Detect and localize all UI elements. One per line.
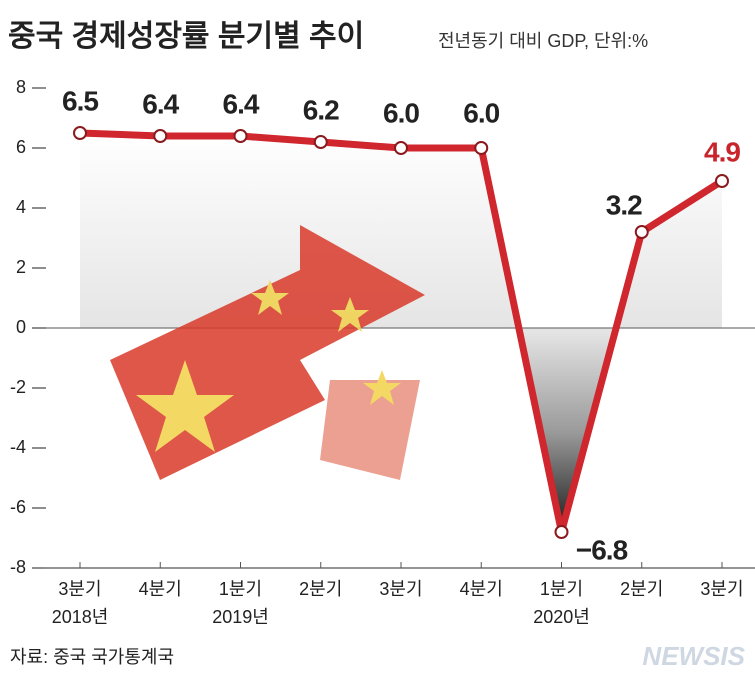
y-tick-label: 2: [16, 257, 26, 277]
source: 자료: 중국 국가통계국: [10, 647, 174, 667]
x-tick-label: 4분기: [460, 579, 503, 599]
flag-arrow: [110, 225, 425, 480]
x-tick-label: 3분기: [700, 579, 743, 599]
flag-blur: [320, 380, 420, 480]
watermark: NEWSIS: [642, 641, 745, 671]
y-tick-label: -4: [10, 437, 26, 457]
point: [313, 135, 328, 149]
flag-star: [136, 360, 234, 452]
point: [634, 225, 649, 239]
chart-subtitle: 전년동기 대비 GDP, 단위:%: [438, 31, 648, 51]
x-tick-label: 3분기: [58, 579, 101, 599]
y-tick-label: -2: [10, 377, 26, 397]
flag-star: [363, 370, 401, 405]
flag-star: [331, 297, 369, 332]
y-tick-label: 0: [16, 317, 26, 337]
y-tick-label: 6: [16, 137, 26, 157]
value-label: 6.5: [62, 85, 98, 116]
x-tick-label: 4분기: [139, 579, 182, 599]
flag-star: [251, 280, 289, 315]
point: [233, 129, 248, 143]
x-tick-label: 2분기: [620, 579, 663, 599]
x-tick-label: 3분기: [379, 579, 422, 599]
y-tick-label: 8: [16, 77, 26, 97]
point: [474, 141, 489, 155]
value-label: 3.2: [606, 189, 642, 220]
value-label: −6.8: [576, 534, 628, 565]
y-tick-label: -6: [10, 497, 26, 517]
x-tick-label: 2분기: [299, 579, 342, 599]
point: [715, 174, 729, 188]
chart-title: 중국 경제성장률 분기별 추이: [8, 20, 364, 53]
value-label: 6.0: [463, 97, 499, 128]
point: [394, 141, 408, 155]
point: [153, 129, 168, 143]
y-tick-label: -8: [10, 557, 26, 577]
value-label: 4.9: [704, 136, 740, 167]
point: [73, 126, 87, 140]
x-group-label: 2018년: [52, 607, 109, 627]
value-label: 6.4: [142, 88, 179, 119]
area: [80, 133, 722, 532]
value-label: 6.0: [383, 97, 419, 128]
x-group-label: 2020년: [533, 607, 590, 627]
x-tick-label: 1분기: [540, 579, 583, 599]
y-tick-label: 4: [16, 197, 26, 217]
value-label: 6.2: [303, 94, 339, 125]
x-group-label: 2019년: [212, 607, 269, 627]
plot-area: -8 -6 -4 -2 0 2 4 6 8 3분기 2018년 4분기 1분기 2019년 2분기 3분기 4분…: [10, 77, 755, 627]
point: [554, 525, 569, 539]
x-tick-label: 1분기: [219, 579, 262, 599]
value-label: 6.4: [223, 88, 260, 119]
